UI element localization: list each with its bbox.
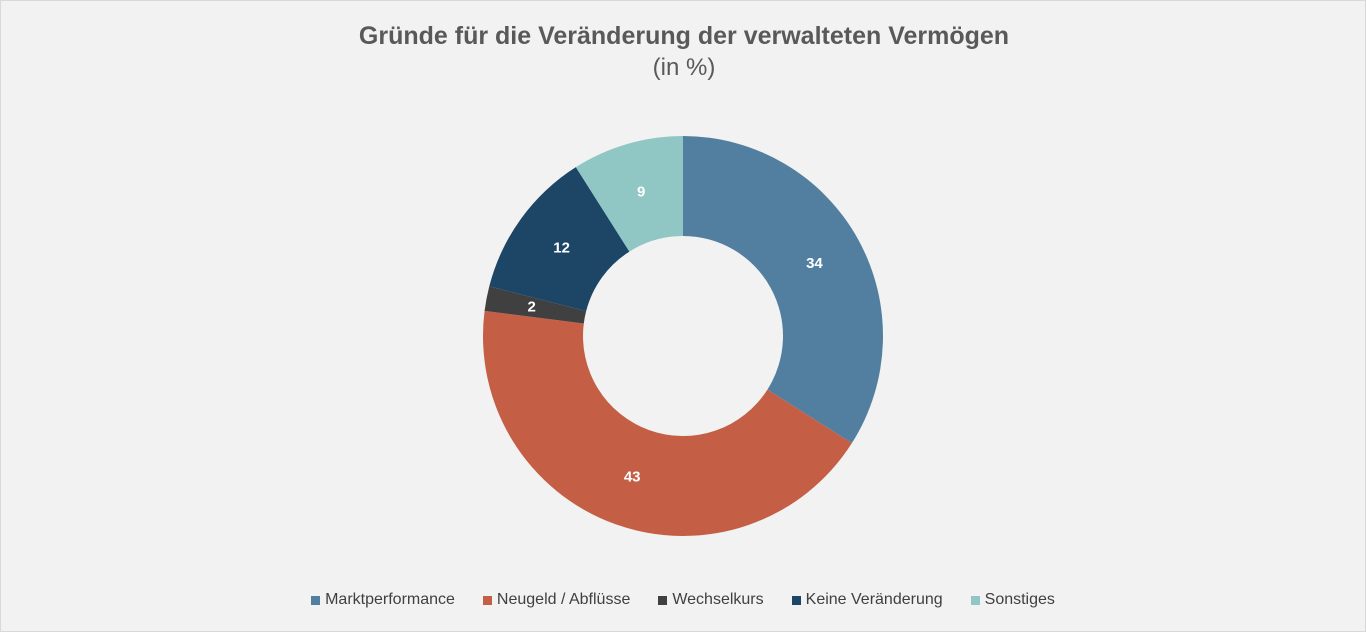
legend-label: Marktperformance — [325, 591, 455, 608]
legend-item: Wechselkurs — [658, 591, 764, 609]
data-label: 43 — [624, 469, 641, 486]
data-label: 9 — [637, 183, 645, 200]
donut-slice-sonstiges — [575, 136, 683, 252]
legend-item: Keine Veränderung — [791, 591, 943, 609]
legend-swatch — [482, 595, 492, 605]
legend-label: Keine Veränderung — [805, 591, 943, 608]
chart-subtitle: (in %) — [652, 54, 716, 81]
legend-label: Neugeld / Abflüsse — [496, 591, 631, 608]
legend-swatch — [970, 595, 980, 605]
chart-title: Gründe für die Veränderung der verwaltet… — [358, 22, 1010, 50]
chart-title-block: Gründe für die Veränderung der verwaltet… — [1, 19, 1366, 83]
chart-legend: Marktperformance Neugeld / Abflüsse Wechse… — [0, 591, 1366, 609]
legend-item: Sonstiges — [970, 591, 1055, 609]
donut-slice-keine-veränderung — [489, 167, 630, 312]
data-label: 34 — [806, 255, 823, 272]
legend-item: Marktperformance — [311, 591, 455, 609]
data-label: 12 — [553, 239, 570, 256]
legend-swatch — [658, 595, 668, 605]
data-label: 2 — [528, 299, 536, 316]
legend-item: Neugeld / Abflüsse — [482, 591, 631, 609]
donut-slice-marktperformance — [683, 136, 883, 444]
donut-slice-neugeld-abflüsse — [482, 310, 852, 536]
legend-swatch — [791, 595, 801, 605]
legend-swatch — [311, 595, 321, 605]
legend-label: Sonstiges — [984, 591, 1055, 608]
donut-slice-wechselkurs — [484, 286, 587, 324]
legend-label: Wechselkurs — [672, 591, 764, 608]
